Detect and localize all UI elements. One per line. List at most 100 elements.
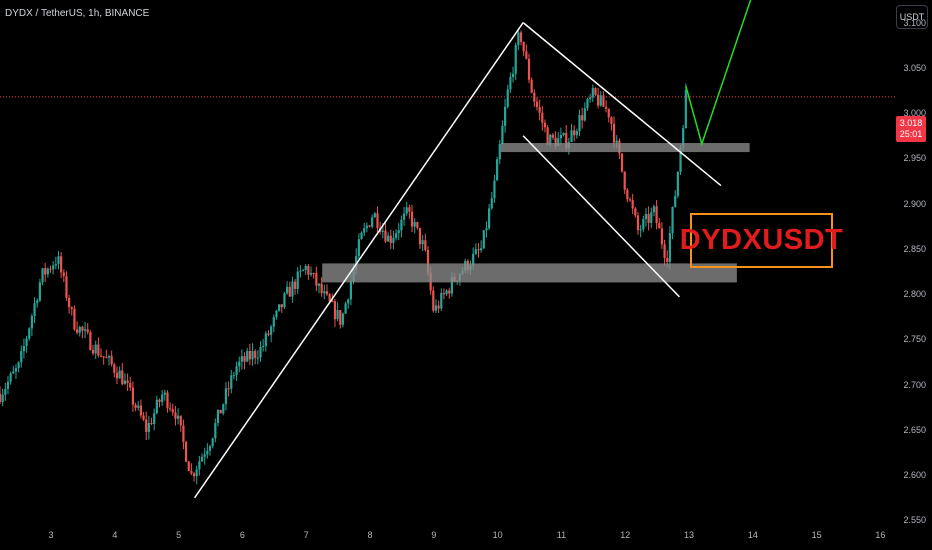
candle-up [360, 232, 363, 240]
candle-up [264, 333, 267, 347]
date-tick-label: 4 [112, 530, 118, 540]
candle-up [22, 345, 26, 352]
candle-down [610, 117, 613, 124]
candle-down [169, 408, 172, 410]
candle-up [341, 313, 345, 325]
candle-down [187, 461, 190, 472]
candle-up [137, 405, 140, 408]
projection-path [685, 0, 752, 147]
candle-up [434, 305, 438, 311]
date-tick-label: 5 [176, 530, 182, 540]
candle-down [288, 286, 291, 297]
candle-down [442, 293, 446, 295]
candle-up [54, 264, 57, 266]
date-tick-label: 11 [556, 530, 567, 540]
candle-up [317, 283, 321, 286]
date-tick-label: 16 [875, 530, 886, 540]
candle-down [620, 153, 624, 172]
candle-down [416, 222, 419, 228]
candle-up [240, 356, 244, 362]
candle-up [371, 217, 374, 227]
candle-up [373, 213, 376, 218]
price-tick-label: 2.650 [903, 424, 926, 435]
candle-up [246, 350, 249, 362]
candle-down [75, 329, 79, 333]
candle-down [647, 214, 650, 224]
candle-down [530, 79, 533, 93]
current-price-value: 3.018 [899, 118, 923, 128]
candle-up [347, 299, 350, 304]
currency-button[interactable]: USDT [896, 5, 928, 29]
candle-down [171, 409, 174, 413]
candle-up [323, 291, 326, 294]
candle-up [405, 207, 408, 214]
date-tick-label: 13 [684, 530, 695, 540]
candle-down [636, 215, 640, 231]
candle-down [525, 51, 528, 59]
candle-down [612, 123, 616, 143]
candle-up [674, 195, 677, 207]
candle-down [121, 370, 124, 385]
resistance-zone [500, 143, 750, 153]
candle-up [413, 222, 416, 227]
price-tick-label: 2.800 [903, 289, 926, 300]
candle-down [65, 276, 68, 298]
candle-up [421, 240, 424, 245]
candle-up [6, 381, 10, 389]
price-tick-label: 2.900 [903, 198, 926, 209]
candle-down [628, 199, 632, 201]
candle-down [538, 107, 541, 113]
candle-up [562, 132, 565, 136]
candle-up [355, 256, 358, 270]
price-tick-label: 3.050 [903, 62, 926, 73]
candle-down [89, 332, 92, 351]
candle-up [285, 286, 289, 294]
candle-down [184, 441, 188, 462]
candle-down [581, 115, 584, 121]
projection-arrow [685, 0, 752, 147]
candle-up [38, 282, 41, 301]
candle-up [394, 233, 398, 238]
candle-up [177, 415, 180, 419]
candle-up [682, 128, 685, 148]
candle-up [52, 265, 55, 270]
candle-down [527, 58, 531, 80]
candle-up [259, 347, 262, 358]
candle-up [222, 404, 225, 414]
candle-down [142, 415, 145, 420]
candle-down [105, 357, 108, 359]
candle-up [599, 95, 602, 106]
candle-down [541, 112, 544, 123]
candle-up [474, 249, 477, 254]
candle-up [153, 413, 156, 424]
candle-down [655, 206, 658, 224]
symbol-title: DYDX / TetherUS, 1h, BINANCE [5, 8, 150, 19]
candle-down [145, 419, 148, 432]
candle-down [631, 200, 634, 209]
candle-up [94, 344, 97, 354]
candle-down [113, 364, 116, 373]
candle-up [283, 293, 286, 308]
candle-down [62, 272, 65, 277]
candle-down [219, 409, 222, 414]
candle-up [557, 138, 560, 147]
candle-up [238, 361, 241, 367]
support-resistance-zones [322, 143, 750, 283]
candle-down [192, 473, 196, 477]
candle-up [392, 237, 395, 243]
candle-up [357, 239, 360, 257]
candle-down [551, 134, 555, 138]
candle-up [493, 180, 496, 199]
candle-up [400, 219, 403, 231]
candle-down [626, 189, 629, 200]
candle-up [28, 328, 31, 339]
candle-down [97, 344, 100, 356]
price-tick-label: 2.950 [903, 153, 926, 164]
candle-up [251, 351, 254, 360]
candle-down [254, 351, 257, 358]
candle-up [12, 371, 15, 374]
candle-up [472, 253, 475, 266]
candle-down [384, 230, 387, 242]
date-tick-label: 9 [431, 530, 437, 540]
